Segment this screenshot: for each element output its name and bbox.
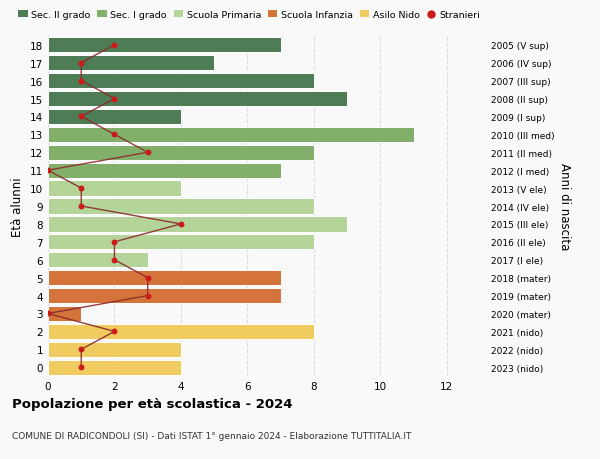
- Point: [76, 203, 86, 210]
- Point: [76, 60, 86, 67]
- Point: [143, 149, 152, 157]
- Legend: Sec. II grado, Sec. I grado, Scuola Primaria, Scuola Infanzia, Asilo Nido, Stran: Sec. II grado, Sec. I grado, Scuola Prim…: [18, 11, 481, 20]
- Bar: [48, 252, 148, 268]
- Point: [76, 364, 86, 371]
- Point: [76, 113, 86, 121]
- Point: [43, 167, 53, 174]
- Point: [110, 131, 119, 139]
- Bar: [48, 163, 281, 179]
- Bar: [48, 306, 81, 321]
- Bar: [48, 146, 314, 161]
- Point: [110, 257, 119, 264]
- Bar: [48, 217, 347, 232]
- Point: [143, 274, 152, 282]
- Bar: [48, 38, 281, 53]
- Bar: [48, 56, 214, 71]
- Y-axis label: Anni di nascita: Anni di nascita: [558, 163, 571, 250]
- Point: [110, 95, 119, 103]
- Bar: [48, 128, 413, 143]
- Point: [43, 310, 53, 318]
- Point: [176, 221, 186, 228]
- Bar: [48, 235, 314, 250]
- Text: COMUNE DI RADICONDOLI (SI) - Dati ISTAT 1° gennaio 2024 - Elaborazione TUTTITALI: COMUNE DI RADICONDOLI (SI) - Dati ISTAT …: [12, 431, 412, 441]
- Bar: [48, 288, 281, 303]
- Bar: [48, 324, 314, 339]
- Bar: [48, 360, 181, 375]
- Bar: [48, 342, 181, 357]
- Point: [76, 78, 86, 85]
- Bar: [48, 181, 181, 196]
- Bar: [48, 270, 281, 285]
- Bar: [48, 92, 347, 107]
- Bar: [48, 110, 181, 125]
- Point: [76, 346, 86, 353]
- Bar: [48, 74, 314, 89]
- Y-axis label: Età alunni: Età alunni: [11, 177, 25, 236]
- Point: [76, 185, 86, 192]
- Bar: [48, 199, 314, 214]
- Point: [110, 328, 119, 336]
- Point: [110, 42, 119, 49]
- Point: [110, 239, 119, 246]
- Point: [143, 292, 152, 300]
- Text: Popolazione per età scolastica - 2024: Popolazione per età scolastica - 2024: [12, 397, 293, 410]
